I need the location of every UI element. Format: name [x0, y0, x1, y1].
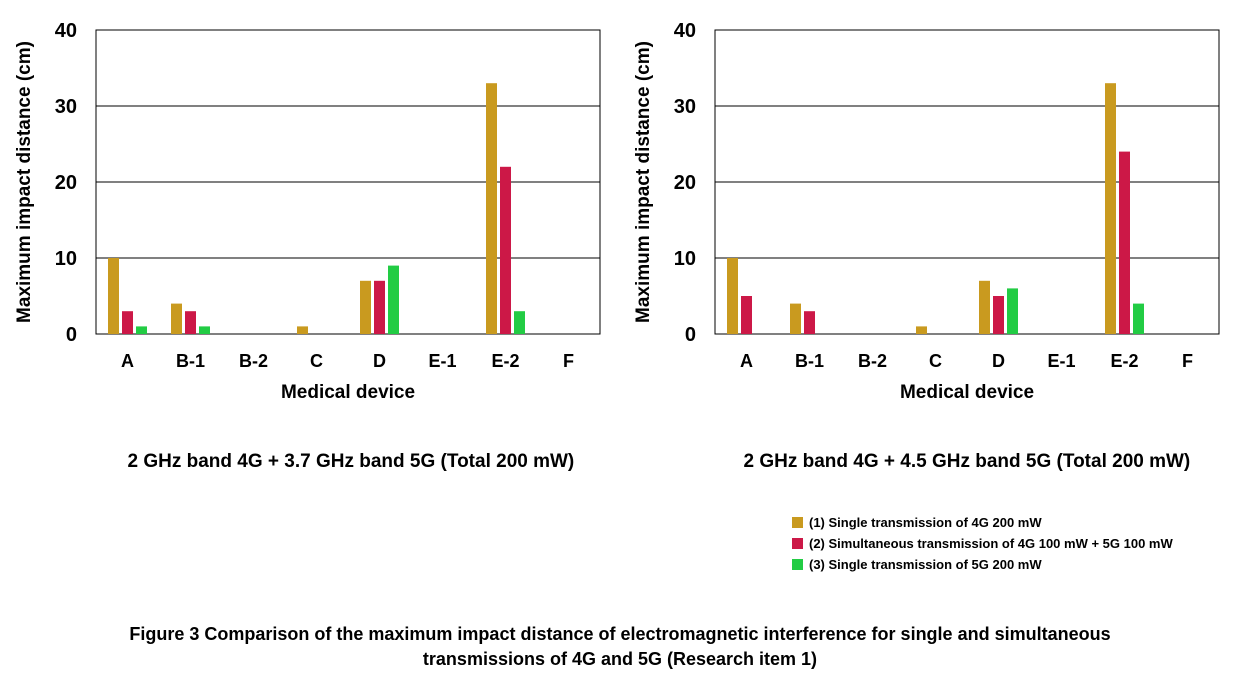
chart-2-x-tick-label: B-2 — [858, 351, 887, 371]
chart-1-x-tick-label: E-2 — [491, 351, 519, 371]
chart-1-bar-series-1 — [108, 258, 119, 334]
legend-label-series-3: (3) Single transmission of 5G 200 mW — [809, 557, 1042, 572]
chart-1-bar-series-1 — [171, 303, 182, 334]
chart-1-x-axis-label: Medical device — [281, 382, 415, 403]
chart-1-x-tick-label: A — [121, 351, 134, 371]
chart-1-x-tick-label: D — [373, 351, 386, 371]
chart-1-bar-series-2 — [374, 280, 385, 334]
chart-2-bar-series-2 — [993, 296, 1004, 334]
chart-1-bar-series-3 — [388, 265, 399, 334]
chart-2-bar-series-1 — [979, 280, 990, 334]
chart-1-y-axis-label: Maximum impact distance (cm) — [14, 41, 35, 323]
chart-2-bar-series-2 — [1119, 151, 1130, 334]
chart-1-bar-series-2 — [185, 311, 196, 334]
chart-1-bar-series-3 — [199, 326, 210, 334]
chart-1-x-tick-label: E-1 — [428, 351, 456, 371]
chart-1-y-tick-label: 20 — [55, 172, 77, 194]
chart-1-bar-series-3 — [136, 326, 147, 334]
chart-2-x-tick-label: F — [1182, 351, 1193, 371]
chart-2-bar-series-1 — [916, 326, 927, 334]
legend-item-series-3: (3) Single transmission of 5G 200 mW — [792, 554, 1173, 575]
legend-swatch-series-3 — [792, 559, 803, 570]
chart-2-x-tick-label: E-2 — [1110, 351, 1138, 371]
figure-caption-line-2: transmissions of 4G and 5G (Research ite… — [422, 649, 818, 669]
legend-swatch-series-1 — [792, 517, 803, 528]
chart-2-x-tick-label: E-1 — [1047, 351, 1075, 371]
chart-2-x-axis-label: Medical device — [900, 382, 1034, 403]
chart-2-y-tick-label: 30 — [674, 96, 696, 118]
chart-2-y-axis-label: Maximum impact distance (cm) — [633, 41, 654, 323]
chart-1-x-tick-label: B-2 — [239, 351, 268, 371]
chart-2-y-tick-label: 0 — [685, 324, 696, 346]
chart-1-y-tick-label: 0 — [66, 324, 77, 346]
figure-caption: Figure 3 Comparison of the maximum impac… — [0, 622, 1240, 672]
chart-2-y-tick-label: 10 — [674, 248, 696, 270]
chart-2-bar-series-2 — [741, 296, 752, 334]
chart-1-bar-series-1 — [297, 326, 308, 334]
chart-2-bar-series-2 — [804, 311, 815, 334]
chart-1-x-tick-label: B-1 — [176, 351, 205, 371]
chart-1-y-tick-label: 30 — [55, 96, 77, 118]
chart-2-bar-series-3 — [1007, 288, 1018, 334]
chart-2-x-tick-label: B-1 — [795, 351, 824, 371]
legend: (1) Single transmission of 4G 200 mW (2)… — [792, 512, 1173, 575]
chart-2-subtitle: 2 GHz band 4G + 4.5 GHz band 5G (Total 2… — [743, 451, 1191, 472]
chart-1-x-tick-label: C — [310, 351, 323, 371]
chart-2-bar-series-3 — [1133, 303, 1144, 334]
chart-1-x-tick-label: F — [563, 351, 574, 371]
chart-1-y-tick-label: 10 — [55, 248, 77, 270]
chart-1-bar-series-2 — [122, 311, 133, 334]
chart-2-bar-series-1 — [1105, 83, 1116, 334]
charts-canvas: 0 10 20 30 40 A B-1 B-2 C D E-1 E-2 F Medical device M… — [14, 20, 1220, 403]
chart-1-subtitle: 2 GHz band 4G + 3.7 GHz band 5G (Total 2… — [127, 451, 575, 472]
legend-item-series-1: (1) Single transmission of 4G 200 mW — [792, 512, 1173, 533]
chart-2-x-tick-label: A — [740, 351, 753, 371]
chart-1-bar-series-3 — [514, 311, 525, 334]
figure-caption-line-1: Figure 3 Comparison of the maximum impac… — [129, 624, 1111, 644]
chart-2-y-tick-label: 40 — [674, 20, 696, 42]
chart-2-x-tick-label: C — [929, 351, 942, 371]
chart-2-x-tick-label: D — [992, 351, 1005, 371]
chart-1-y-tick-label: 40 — [55, 20, 77, 42]
legend-item-series-2: (2) Simultaneous transmission of 4G 100 … — [792, 533, 1173, 554]
legend-label-series-1: (1) Single transmission of 4G 200 mW — [809, 515, 1042, 530]
chart-2-bar-series-1 — [727, 258, 738, 334]
chart-2-y-tick-label: 20 — [674, 172, 696, 194]
chart-2-bar-series-1 — [790, 303, 801, 334]
chart-1-bar-series-1 — [360, 280, 371, 334]
chart-1-bar-series-2 — [500, 166, 511, 334]
chart-1-bar-series-1 — [486, 83, 497, 334]
legend-label-series-2: (2) Simultaneous transmission of 4G 100 … — [809, 536, 1173, 551]
legend-swatch-series-2 — [792, 538, 803, 549]
